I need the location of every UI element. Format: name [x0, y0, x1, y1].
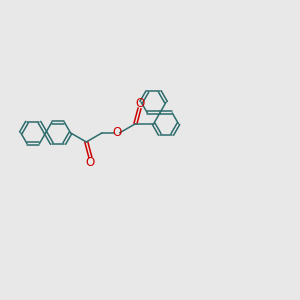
- Text: O: O: [86, 156, 95, 169]
- Text: O: O: [112, 126, 122, 140]
- Text: O: O: [135, 97, 144, 110]
